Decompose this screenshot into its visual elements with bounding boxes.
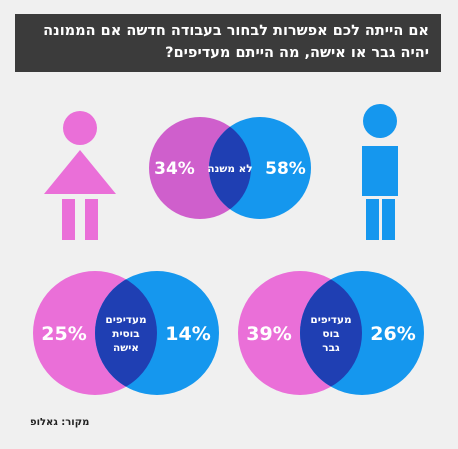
- venn-prefer-female-boss: 25% 14% מעדיפים בוסית אישה: [33, 271, 219, 395]
- men-value-label: 14%: [165, 323, 210, 345]
- venn-no-difference: 34% 58% לא משנה: [149, 117, 311, 219]
- overlap-label-line: אישה: [113, 342, 139, 354]
- overlap-label-line: מעדיפים: [105, 314, 146, 326]
- overlap-label-line: בוס: [322, 328, 339, 340]
- venn-diagrams: 34% 58% לא משנה 25% 14% מעדיפים בוסית אישה 39% 26…: [33, 117, 424, 395]
- overlap-label-line: לא משנה: [207, 163, 252, 175]
- women-value-label: 25%: [41, 323, 86, 345]
- overlap-region: [95, 271, 157, 395]
- title-banner: אם הייתה לכם אפשרות לבחור בעבודה חדשה אם…: [15, 14, 441, 72]
- title-line-2: יהיה גבר או אישה, מה הייתם מעדיפים?: [165, 45, 429, 61]
- overlap-label-line: גבר: [322, 342, 340, 354]
- women-value-label: 34%: [154, 159, 195, 179]
- female-figure-icon: [44, 111, 116, 240]
- men-value-label: 26%: [370, 323, 415, 345]
- women-value-label: 39%: [246, 323, 291, 345]
- overlap-label-line: מעדיפים: [310, 314, 351, 326]
- source-note: מקור: גאלופ: [30, 417, 90, 428]
- men-value-label: 58%: [265, 159, 306, 179]
- male-figure-icon: [362, 104, 398, 240]
- overlap-label-line: בוסית: [112, 328, 139, 340]
- overlap-region: [300, 271, 362, 395]
- venn-prefer-male-boss: 39% 26% מעדיפים בוס גבר: [238, 271, 424, 395]
- title-line-1: אם הייתה לכם אפשרות לבחור בעבודה חדשה אם…: [43, 23, 429, 39]
- overlap-region: [209, 117, 251, 219]
